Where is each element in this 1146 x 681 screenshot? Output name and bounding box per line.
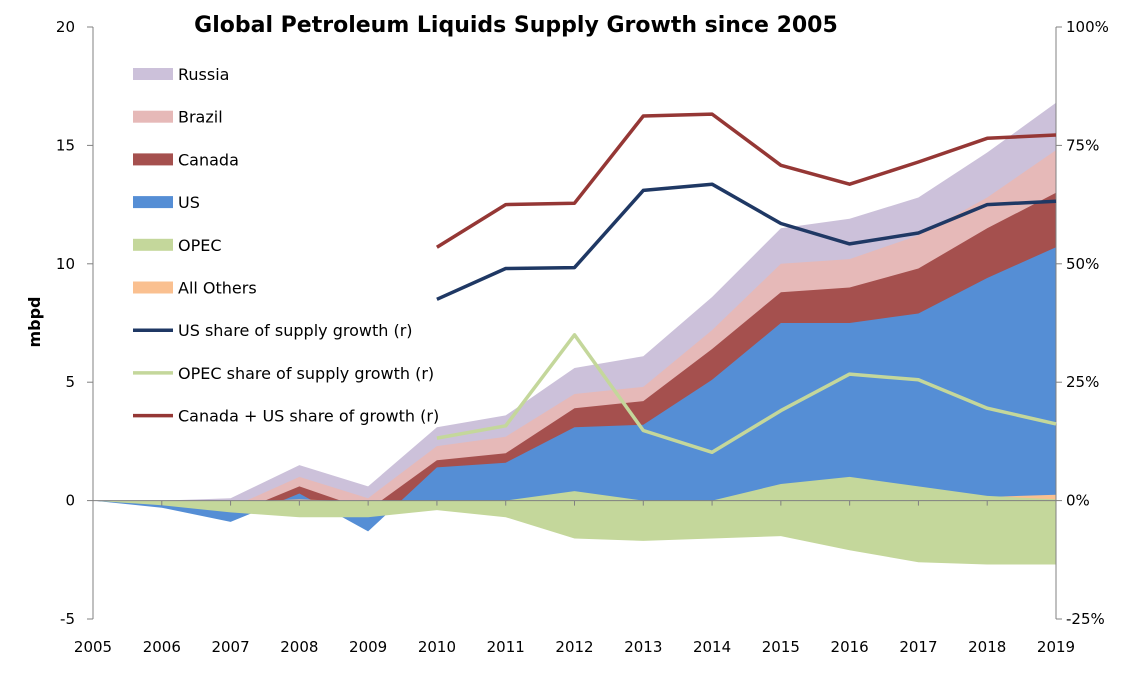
legend-swatch-opec — [133, 238, 173, 251]
legend-label-us: US — [178, 193, 200, 212]
y-tick-label: 10 — [56, 255, 75, 273]
legend-swatch-canada — [133, 153, 173, 166]
area-layers — [93, 102, 1056, 565]
legend-swatch-all-others — [133, 281, 173, 294]
legend-label-canada-us-share-of-growth-r: Canada + US share of growth (r) — [178, 407, 439, 426]
chart-title: Global Petroleum Liquids Supply Growth s… — [194, 13, 838, 38]
x-tick-label: 2012 — [555, 638, 593, 656]
y-tick-label: 20 — [56, 18, 75, 36]
y2-tick-label: 75% — [1066, 136, 1099, 154]
x-tick-label: 2018 — [968, 638, 1006, 656]
y2-tick-label: 100% — [1066, 18, 1109, 36]
area-us — [93, 247, 1056, 532]
x-tick-label: 2014 — [693, 638, 731, 656]
line-us-share-of-supply-growth-r — [436, 182, 1057, 301]
legend: Russia Brazil Canada US OPEC All Others US sha… — [133, 65, 439, 426]
area-opec — [93, 500, 1056, 565]
line-canada-us-share-of-growth-r — [435, 112, 1057, 249]
axes: -5 0 5 10 15 20 -25% 0% 25% 50% 75% 100% 2005 2006 200… — [56, 18, 1109, 656]
legend-swatch-us — [133, 196, 173, 209]
legend-label-russia: Russia — [178, 65, 229, 84]
y-tick-label: 5 — [65, 373, 75, 391]
y-axis-label: mbpd — [25, 296, 44, 347]
y2-tick-label: 0% — [1066, 492, 1090, 510]
x-tick-label: 2016 — [831, 638, 869, 656]
y2-tick-label: 50% — [1066, 255, 1099, 273]
x-tick-label: 2019 — [1037, 638, 1075, 656]
y-tick-label: 0 — [65, 492, 75, 510]
x-tick-label: 2006 — [143, 638, 181, 656]
legend-label-us-share-of-supply-growth-r: US share of supply growth (r) — [178, 321, 413, 340]
y-tick-label: -5 — [60, 610, 75, 628]
y2-tick-label: -25% — [1066, 610, 1105, 628]
x-tick-label: 2013 — [624, 638, 662, 656]
legend-label-opec: OPEC — [178, 236, 222, 255]
x-tick-label: 2015 — [762, 638, 800, 656]
x-tick-label: 2010 — [418, 638, 456, 656]
share-lines — [435, 112, 1057, 455]
legend-label-all-others: All Others — [178, 279, 257, 298]
x-tick-label: 2007 — [211, 638, 249, 656]
legend-label-brazil: Brazil — [178, 108, 223, 127]
x-tick-label: 2009 — [349, 638, 387, 656]
x-tick-label: 2005 — [74, 638, 112, 656]
y2-tick-label: 25% — [1066, 373, 1099, 391]
x-tick-label: 2017 — [899, 638, 937, 656]
legend-label-canada: Canada — [178, 150, 239, 169]
line-opec-share-of-supply-growth-r — [436, 333, 1057, 455]
legend-label-opec-share-of-supply-growth-r: OPEC share of supply growth (r) — [178, 364, 434, 383]
legend-swatch-russia — [133, 68, 173, 80]
area-opec — [93, 476, 1056, 501]
legend-swatch-brazil — [133, 110, 173, 123]
x-tick-label: 2011 — [487, 638, 525, 656]
x-tick-label: 2008 — [280, 638, 318, 656]
y-tick-label: 15 — [56, 136, 75, 154]
